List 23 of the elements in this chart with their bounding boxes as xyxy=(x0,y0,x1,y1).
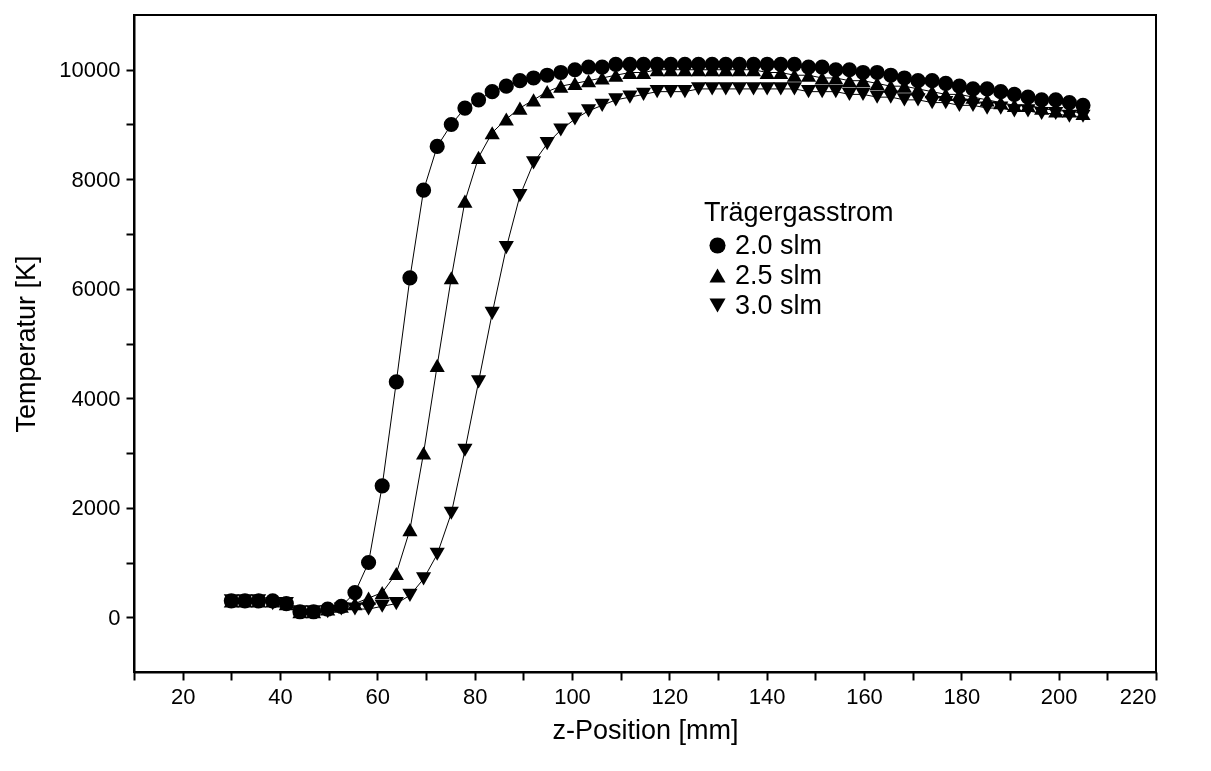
x-tick-label: 40 xyxy=(268,683,293,709)
y-tick-label: 10000 xyxy=(59,57,121,83)
x-tick-label: 120 xyxy=(651,683,689,709)
x-tick-label: 100 xyxy=(554,683,591,709)
x-tick-label: 60 xyxy=(365,683,391,709)
legend-label: 2.5 slm xyxy=(735,259,823,290)
y-tick-label: 8000 xyxy=(71,166,121,192)
y-tick-label: 2000 xyxy=(71,495,121,521)
y-axis-title: Temperatur [K] xyxy=(11,255,42,433)
x-tick-label: 140 xyxy=(748,683,786,709)
x-tick-label: 160 xyxy=(846,683,883,709)
legend-label: 3.0 slm xyxy=(735,289,823,320)
y-tick-label: 0 xyxy=(108,604,121,630)
x-tick-label: 220 xyxy=(1119,683,1157,709)
legend-label: 2.0 slm xyxy=(735,229,823,260)
x-tick-label: 20 xyxy=(170,683,196,709)
x-tick-label: 80 xyxy=(462,683,488,709)
x-axis-title: z-Position [mm] xyxy=(552,714,739,745)
y-tick-label: 4000 xyxy=(71,385,121,411)
x-tick-label: 200 xyxy=(1040,683,1078,709)
y-tick-label: 6000 xyxy=(71,276,121,302)
x-tick-label: 180 xyxy=(943,683,981,709)
legend-title: Trägergasstrom xyxy=(704,197,894,227)
